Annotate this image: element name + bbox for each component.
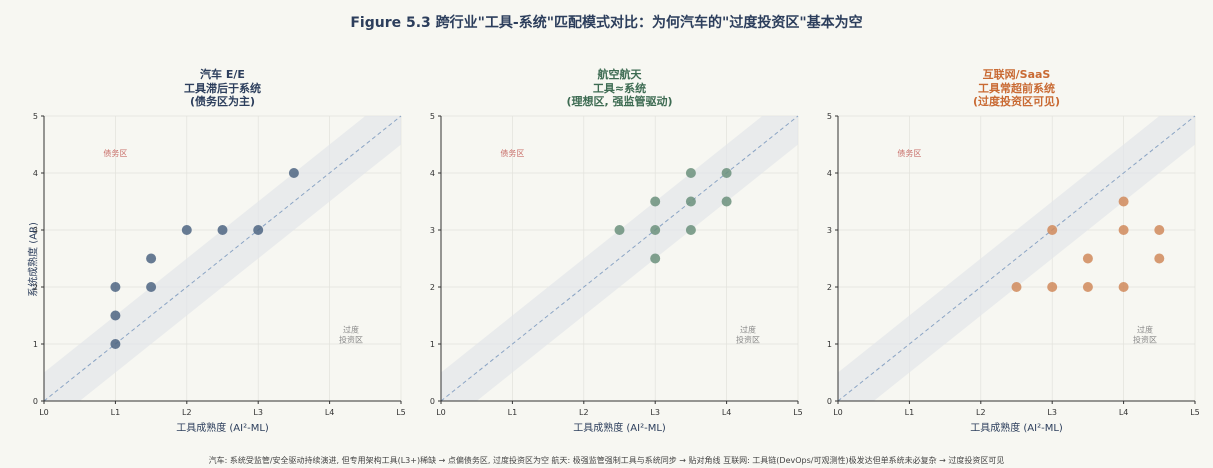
x-tick-label: L2 [976, 408, 986, 417]
x-tick-label: L0 [436, 408, 446, 417]
y-tick-label: 5 [827, 112, 832, 121]
y-tick-label: 3 [33, 226, 38, 235]
data-point [253, 225, 264, 235]
data-point [650, 225, 661, 235]
data-point [1047, 225, 1058, 235]
x-axis-label: 工具成熟度 (AI²-ML) [176, 421, 269, 434]
data-point [1154, 225, 1165, 235]
panel-title: 航空航天 工具≈系统 (理想区, 强监管驱动) [566, 68, 673, 108]
diagonal-line [440, 115, 799, 402]
x-tick-label: L5 [396, 408, 406, 417]
data-point [721, 196, 732, 207]
data-point [1082, 282, 1093, 292]
x-tick-label: L4 [325, 408, 335, 417]
overinvest-zone-label: 投资区 [736, 335, 760, 345]
x-tick-label: L0 [833, 408, 843, 417]
x-tick-label: L4 [722, 408, 732, 417]
data-point [1118, 282, 1129, 292]
data-point [1011, 282, 1022, 292]
x-tick-label: L3 [650, 408, 660, 417]
y-tick-label: 4 [430, 169, 435, 178]
x-tick-label: L2 [182, 408, 192, 417]
y-tick-label: 2 [33, 283, 38, 292]
x-tick-label: L3 [253, 408, 263, 417]
debt-zone-label: 债务区 [103, 148, 127, 158]
y-tick-label: 0 [430, 397, 435, 406]
data-point [685, 225, 696, 235]
overinvest-zone-label: 投资区 [339, 335, 363, 345]
x-tick-label: L3 [1047, 408, 1057, 417]
x-axis-label: 工具成熟度 (AI²-ML) [970, 421, 1063, 434]
x-axis-label: 工具成熟度 (AI²-ML) [573, 421, 666, 434]
data-point [721, 168, 732, 178]
data-point [685, 196, 696, 207]
data-point [1082, 253, 1093, 264]
y-tick-label: 2 [430, 283, 435, 292]
x-tick-label: L0 [39, 408, 49, 417]
y-tick-label: 4 [827, 169, 832, 178]
data-point [650, 253, 661, 264]
overinvest-zone-label: 过度 [740, 325, 756, 335]
panel-title: 汽车 E/E 工具滞后于系统 (债务区为主) [184, 68, 261, 108]
data-point [650, 196, 661, 207]
diagonal-line [43, 115, 402, 402]
data-point [110, 282, 121, 292]
data-point [614, 225, 625, 235]
data-point [1118, 196, 1129, 207]
x-tick-label: L5 [793, 408, 803, 417]
y-tick-label: 1 [33, 340, 38, 349]
debt-zone-label: 债务区 [500, 148, 524, 158]
overinvest-zone-label: 投资区 [1133, 335, 1157, 345]
figure-title: Figure 5.3 跨行业"工具-系统"匹配模式对比：为何汽车的"过度投资区"… [350, 15, 863, 31]
data-point [181, 225, 192, 235]
y-tick-label: 5 [33, 112, 38, 121]
diagonal-line [837, 115, 1196, 402]
y-tick-label: 2 [827, 283, 832, 292]
x-tick-label: L1 [508, 408, 518, 417]
data-point [110, 339, 121, 349]
overinvest-zone-label: 过度 [343, 325, 359, 335]
y-tick-label: 4 [33, 169, 38, 178]
data-point [146, 282, 157, 292]
x-tick-label: L2 [579, 408, 589, 417]
data-point [146, 253, 157, 264]
data-point [1047, 282, 1058, 292]
data-point [685, 168, 696, 178]
y-tick-label: 3 [827, 226, 832, 235]
x-tick-label: L4 [1119, 408, 1129, 417]
data-point [1118, 225, 1129, 235]
y-tick-label: 5 [430, 112, 435, 121]
x-tick-label: L1 [111, 408, 121, 417]
data-point [1154, 253, 1165, 264]
debt-zone-label: 债务区 [897, 148, 921, 158]
y-tick-label: 1 [430, 340, 435, 349]
x-tick-label: L1 [905, 408, 915, 417]
x-tick-label: L5 [1190, 408, 1200, 417]
overinvest-zone-label: 过度 [1137, 325, 1153, 335]
data-point [110, 310, 121, 321]
y-tick-label: 3 [430, 226, 435, 235]
y-tick-label: 0 [827, 397, 832, 406]
y-tick-label: 1 [827, 340, 832, 349]
panel-title: 互联网/SaaS 工具常超前系统 (过度投资区可见) [972, 68, 1061, 108]
y-tick-label: 0 [33, 397, 38, 406]
footnote: 汽车: 系统受监管/安全驱动持续演进, 但专用架构工具(L3+)稀缺 → 点偏债… [208, 456, 1005, 465]
data-point [217, 225, 228, 235]
data-point [288, 168, 299, 178]
